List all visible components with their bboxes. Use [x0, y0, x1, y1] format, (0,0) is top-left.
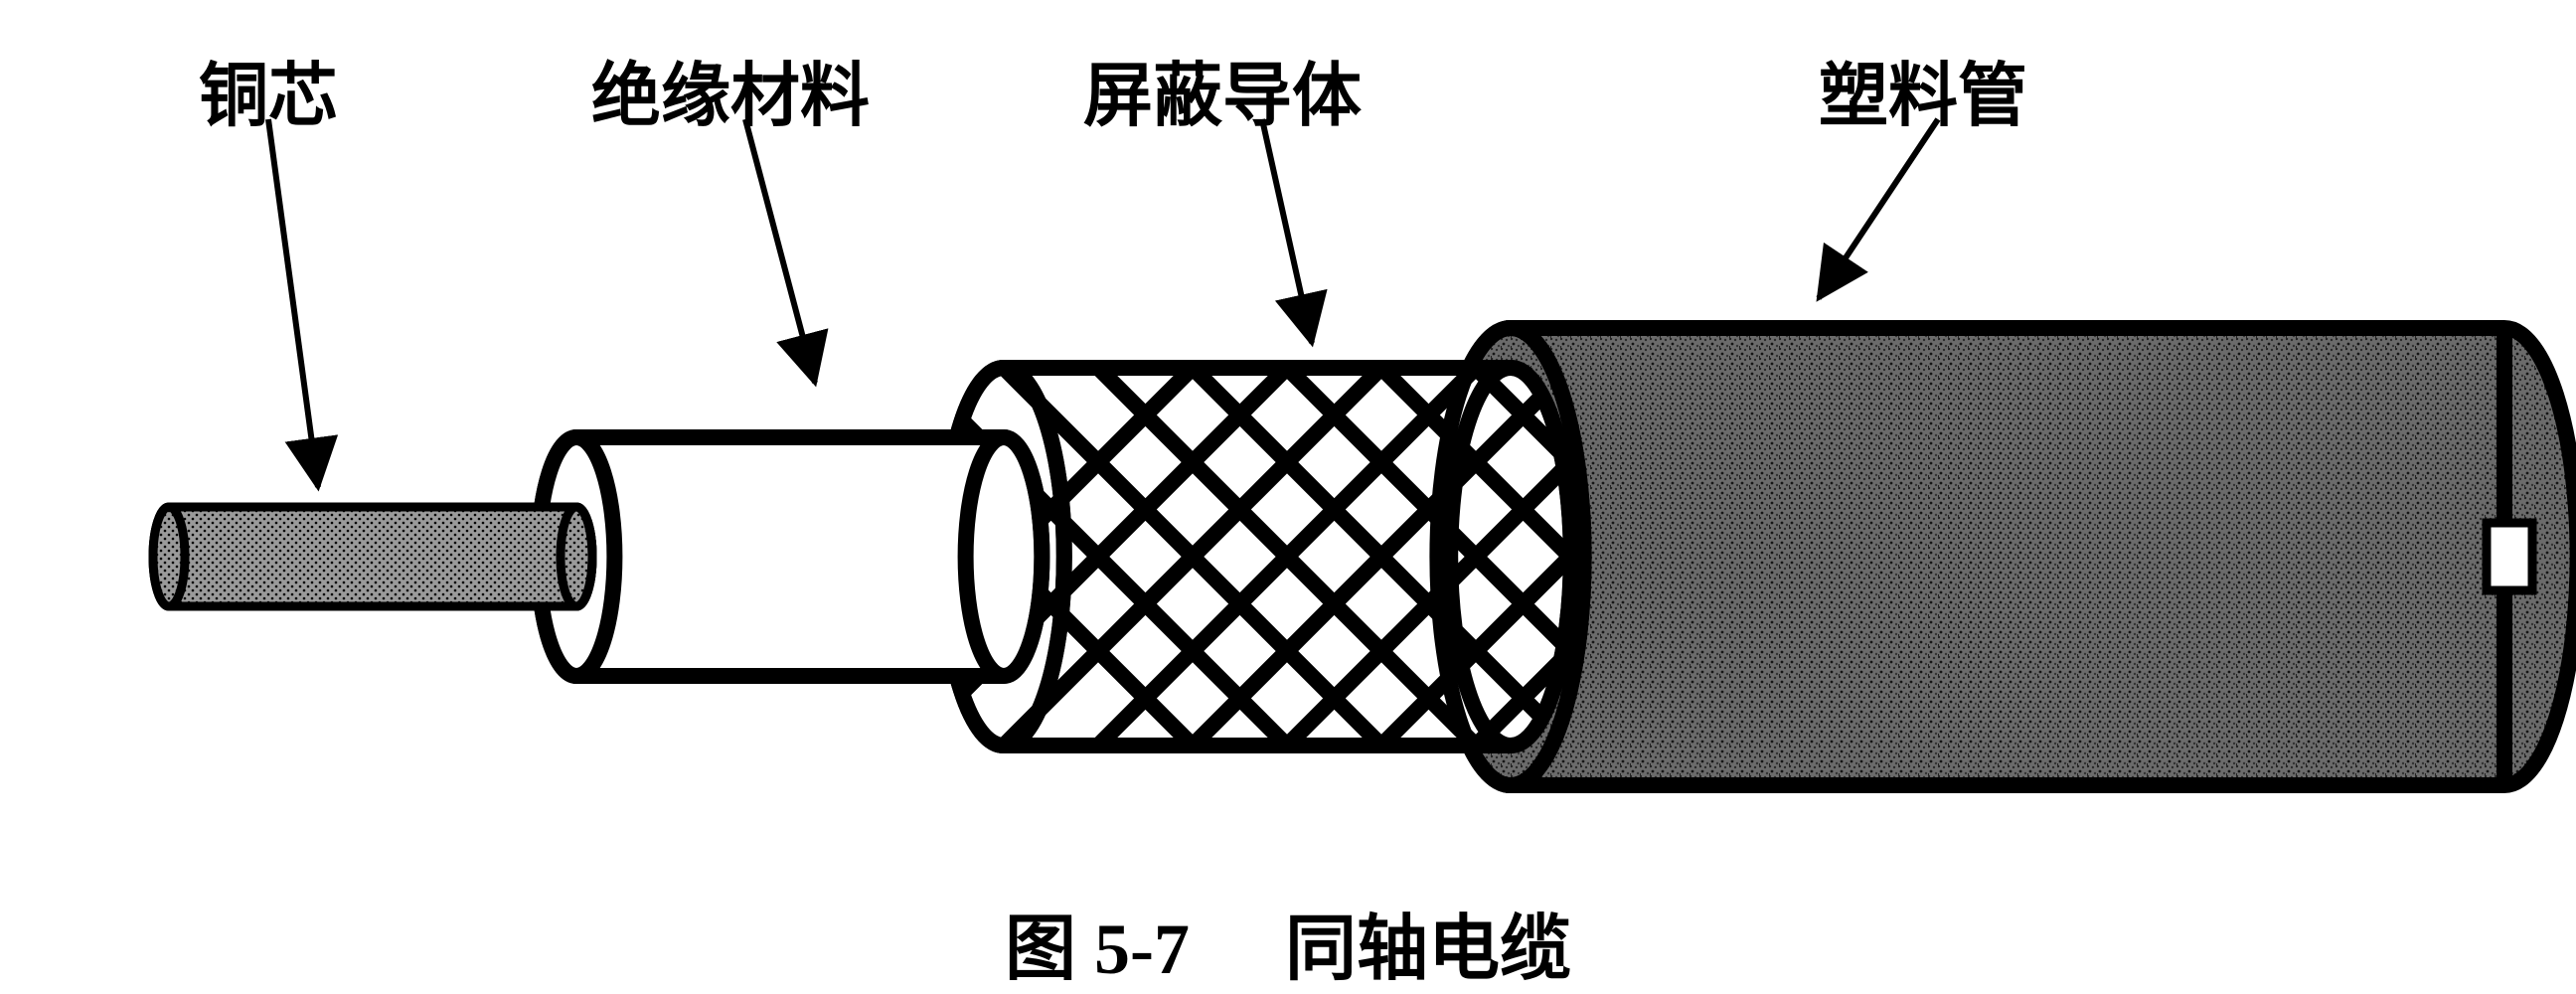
coaxial-cable-diagram	[0, 0, 2576, 986]
leader-jacket	[1819, 119, 1938, 298]
leader-shield	[1262, 119, 1312, 343]
leader-copper	[268, 119, 318, 487]
leader-dielectric	[745, 119, 815, 383]
